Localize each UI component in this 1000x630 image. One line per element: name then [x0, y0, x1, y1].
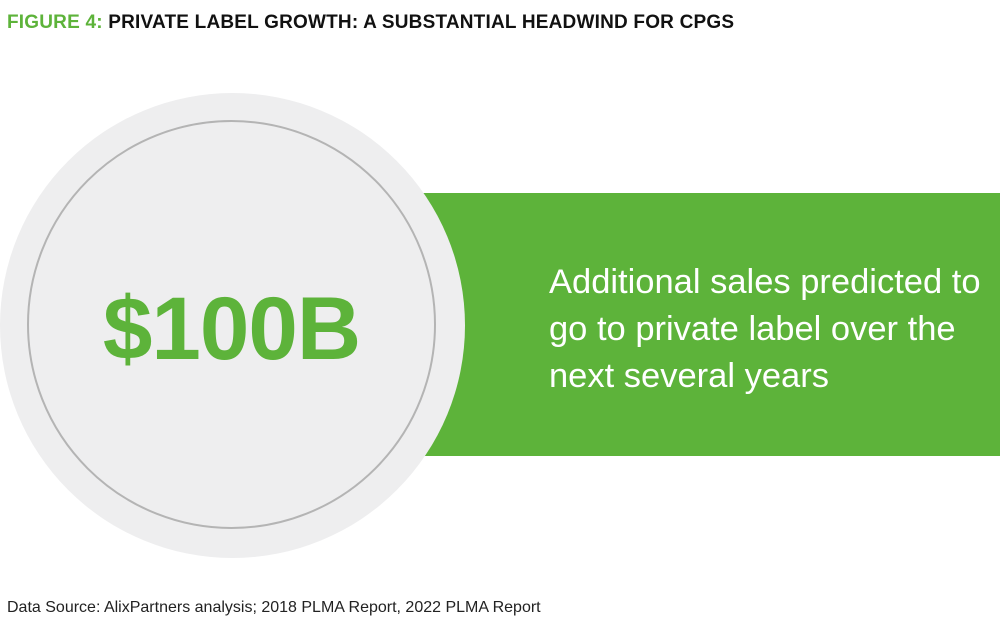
data-source-note: Data Source: AlixPartners analysis; 2018… — [7, 599, 541, 616]
callout-circle-inner: $100B — [27, 120, 436, 529]
callout-description: Additional sales predicted to go to priv… — [549, 263, 981, 395]
callout-value: $100B — [102, 278, 361, 378]
figure-title: FIGURE 4: PRIVATE LABEL GROWTH: A SUBSTA… — [7, 12, 734, 34]
figure-number: FIGURE 4: — [7, 12, 103, 33]
figure-title-text: PRIVATE LABEL GROWTH: A SUBSTANTIAL HEAD… — [108, 12, 735, 33]
